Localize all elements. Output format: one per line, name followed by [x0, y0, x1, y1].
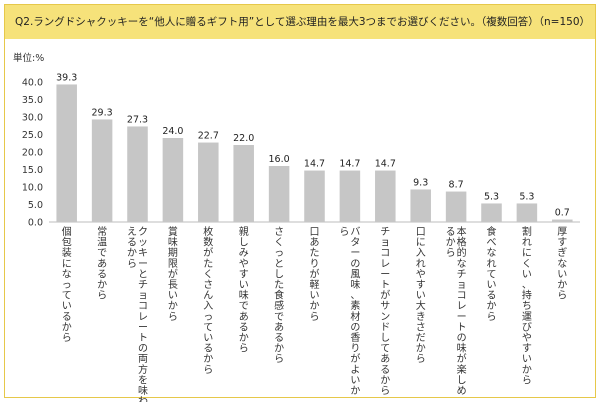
category-label: さくっとした食感であるから	[274, 226, 284, 365]
y-tick-label: 20.0	[22, 148, 43, 159]
bar-value-label: 39.3	[56, 72, 77, 83]
y-tick-label: 15.0	[22, 165, 43, 176]
bar-value-label: 14.7	[339, 159, 360, 170]
category-label-line: バターの風味、素材の香りがよいか	[350, 226, 360, 397]
bar-value-label: 0.7	[555, 208, 570, 219]
category-label-line: 厚すぎないから	[557, 226, 567, 302]
category-label-line: 個包装になっているから	[62, 225, 72, 344]
question-title: Q2.ラングドシャクッキーを“他人に贈るギフト用”として選ぶ理由を最大3つまでお…	[5, 5, 595, 39]
category-label-line: クッキーとチョコレートの両方を味わ	[138, 226, 148, 402]
category-label: 個包装になっているから	[62, 225, 72, 344]
category-label: 賞味期限が長いから	[168, 225, 178, 323]
bar-value-label: 24.0	[162, 126, 183, 137]
category-label: 割れにくい、持ち運びやすいから	[522, 225, 532, 386]
category-label: 口に入れやすい大きさだから	[416, 227, 426, 365]
category-label: 枚数がたくさん入っているから	[203, 225, 213, 376]
category-label: 厚すぎないから	[557, 226, 567, 302]
category-label-line: 本格的なチョコレートの味が楽しめ	[457, 225, 467, 397]
bar-value-label: 9.3	[413, 177, 428, 188]
category-label-line: 親しみやすい味であるから	[239, 225, 249, 355]
category-label: チョコレートがサンドしてあるから	[380, 226, 390, 397]
category-label-line: 口あたりが軽いから	[310, 227, 320, 323]
y-tick-label: 5.0	[28, 200, 43, 211]
category-label-line: 口に入れやすい大きさだから	[416, 227, 426, 365]
category-label-line: 賞味期限が長いから	[168, 225, 178, 323]
y-tick-label: 0.0	[28, 218, 43, 229]
bar	[552, 219, 573, 222]
bar-value-label: 5.3	[519, 191, 534, 202]
bar	[91, 119, 113, 222]
category-label-line: チョコレートがサンドしてあるから	[380, 226, 390, 397]
bar	[56, 84, 77, 222]
y-tick-label: 25.0	[22, 130, 43, 141]
bar-value-label: 27.3	[127, 114, 148, 125]
category-label: 親しみやすい味であるから	[239, 225, 249, 355]
bar-value-label: 16.0	[269, 154, 290, 165]
category-label-line: 食べなれているから	[487, 225, 497, 323]
category-label-line: 常温であるから	[97, 225, 107, 302]
bar-value-label: 8.7	[449, 180, 464, 191]
bar	[304, 170, 325, 222]
bar	[410, 189, 431, 222]
y-tick-label: 10.0	[22, 183, 43, 194]
bar-value-label: 5.3	[484, 191, 499, 202]
bar-value-label: 22.7	[198, 131, 219, 142]
bar	[127, 126, 148, 222]
bar	[268, 166, 290, 222]
bars: 39.3 29.3 27.3 24.0 22.7 22.0 16.0 14.7 14.7 14.7…	[56, 72, 573, 222]
category-label-line: えるから	[127, 226, 137, 270]
bar	[375, 170, 396, 222]
category-label-line: るから	[446, 226, 456, 259]
category-labels: 個包装になっているから常温であるからクッキーとチョコレートの両方を味わえるから賞…	[62, 225, 568, 402]
category-label-line: 割れにくい、持ち運びやすいから	[522, 225, 532, 386]
bar	[162, 138, 184, 222]
bar	[516, 203, 538, 222]
bar	[445, 191, 467, 222]
y-tick-label: 40.0	[22, 78, 43, 89]
bar-value-label: 14.7	[375, 159, 396, 170]
category-label-line: さくっとした食感であるから	[274, 226, 284, 365]
category-label: 常温であるから	[97, 225, 107, 302]
bar	[198, 142, 219, 222]
category-label: 口あたりが軽いから	[310, 227, 320, 323]
y-tick-label: 35.0	[22, 95, 43, 106]
bar	[481, 203, 502, 222]
bar	[233, 145, 254, 222]
category-label: クッキーとチョコレートの両方を味わえるから	[127, 226, 148, 402]
bar-value-label: 29.3	[92, 107, 113, 118]
y-tick-label: 30.0	[22, 113, 43, 124]
category-label-line: ら	[339, 226, 349, 238]
unit-label: 単位:%	[13, 52, 44, 64]
bar-value-label: 22.0	[233, 133, 254, 144]
category-label-line: 枚数がたくさん入っているから	[203, 225, 213, 376]
category-label: 食べなれているから	[487, 225, 497, 323]
bar-value-label: 14.7	[304, 159, 325, 170]
bar	[339, 170, 361, 222]
